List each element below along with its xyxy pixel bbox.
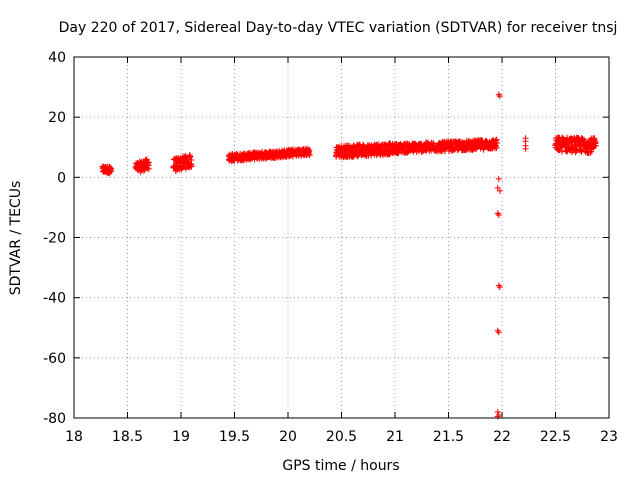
- data-point: [494, 210, 501, 217]
- y-axis-label: SDTVAR / TECUs: [8, 181, 24, 296]
- data-point: [495, 211, 502, 218]
- grid: [74, 57, 609, 418]
- x-axis-label: GPS time / hours: [282, 458, 399, 474]
- data-point: [496, 284, 503, 291]
- x-tick-label: 22: [493, 429, 511, 445]
- data-point: [187, 153, 194, 160]
- data-point: [494, 413, 501, 420]
- data-point: [495, 91, 502, 98]
- data-points: [99, 91, 599, 420]
- x-tick-label: 21.5: [433, 429, 464, 445]
- data-point: [522, 145, 529, 152]
- x-tick-label: 20.5: [326, 429, 357, 445]
- data-point: [145, 159, 152, 166]
- data-point: [108, 168, 115, 175]
- y-tick-labels: -80 -60 -40 -20 0 20 40: [43, 50, 66, 427]
- x-tick-label: 20: [279, 429, 297, 445]
- chart-title: Day 220 of 2017, Sidereal Day-to-day VTE…: [59, 20, 618, 36]
- data-point: [306, 147, 313, 154]
- x-tick-labels: 18 18.5 19 19.5 20 20.5 21 21.5 22 22.5 23: [65, 429, 618, 445]
- data-point: [306, 152, 313, 159]
- data-point: [496, 187, 503, 194]
- x-tick-label: 23: [600, 429, 618, 445]
- data-point: [144, 165, 151, 172]
- y-tick-label: -80: [43, 411, 66, 427]
- axis-ticks: [73, 56, 610, 419]
- y-tick-label: -20: [43, 231, 66, 247]
- data-point: [495, 175, 502, 182]
- data-point: [592, 142, 599, 149]
- x-tick-label: 19: [172, 429, 190, 445]
- data-point: [495, 411, 502, 418]
- x-tick-label: 18.5: [112, 429, 143, 445]
- y-tick-label: -40: [43, 291, 66, 307]
- x-tick-label: 21: [386, 429, 404, 445]
- data-point: [494, 184, 501, 191]
- data-point: [495, 282, 502, 289]
- y-tick-label: -60: [43, 351, 66, 367]
- data-point: [495, 329, 502, 336]
- data-point: [187, 162, 194, 169]
- data-point: [494, 327, 501, 334]
- x-tick-label: 22.5: [540, 429, 571, 445]
- y-tick-label: 0: [57, 170, 66, 186]
- y-tick-label: 40: [48, 50, 66, 66]
- y-tick-label: 20: [48, 110, 66, 126]
- data-point: [179, 153, 186, 160]
- x-tick-label: 19.5: [219, 429, 250, 445]
- x-tick-label: 18: [65, 429, 83, 445]
- data-point: [496, 93, 503, 100]
- data-point: [493, 136, 500, 143]
- data-point: [493, 145, 500, 152]
